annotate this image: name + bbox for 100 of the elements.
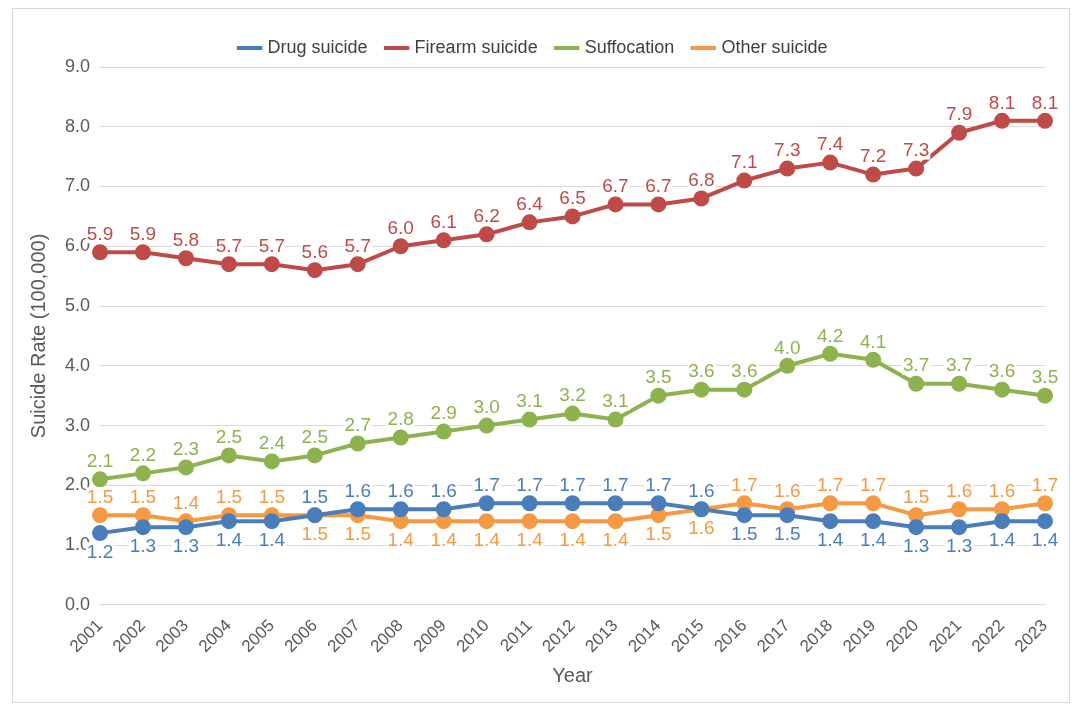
data-label: 6.7 [602, 175, 629, 197]
data-label: 1.4 [172, 491, 200, 513]
data-label: 1.4 [430, 528, 458, 550]
data-label: 2.9 [430, 402, 457, 424]
data-label: 1.5 [258, 485, 286, 507]
y-tick-label: 5.0 [64, 295, 91, 316]
data-label: 7.3 [902, 139, 930, 161]
data-label: 1.4 [387, 528, 415, 550]
data-label: 2.4 [258, 432, 286, 454]
data-label: 3.5 [645, 366, 672, 388]
y-tick-label: 4.0 [64, 354, 91, 375]
data-label: 1.5 [774, 522, 801, 544]
data-label: 6.2 [473, 205, 500, 227]
data-label: 7.1 [731, 151, 758, 173]
data-label: 1.6 [387, 479, 414, 501]
data-label: 5.7 [215, 234, 243, 256]
data-label: 1.5 [902, 485, 930, 507]
data-label: 3.7 [945, 354, 973, 376]
data-label: 6.8 [688, 169, 715, 191]
data-label: 5.8 [172, 228, 200, 250]
data-label: 5.9 [129, 222, 157, 244]
data-label: 6.4 [516, 193, 544, 215]
data-label: 5.7 [258, 234, 286, 256]
data-label: 5.7 [344, 234, 371, 256]
data-label: 1.7 [1031, 473, 1059, 495]
data-label: 1.7 [859, 473, 887, 495]
data-label: 1.4 [473, 528, 501, 550]
data-label: 3.1 [602, 390, 629, 412]
data-label: 1.7 [817, 473, 844, 495]
data-label: 1.4 [988, 528, 1016, 550]
data-label: 1.6 [774, 479, 801, 501]
data-label: 3.1 [516, 390, 543, 412]
data-label: 6.1 [430, 211, 457, 233]
data-label: 2.1 [86, 450, 114, 472]
y-tick-label: 8.0 [64, 115, 91, 136]
data-label: 1.4 [516, 528, 544, 550]
data-label: 1.5 [129, 485, 157, 507]
data-label: 1.3 [945, 534, 973, 556]
data-label: 7.9 [945, 103, 973, 125]
data-label: 1.7 [731, 473, 758, 495]
data-label: 3.6 [688, 360, 715, 382]
data-label: 1.4 [258, 528, 286, 550]
data-label: 6.7 [645, 175, 672, 197]
data-label: 1.4 [817, 528, 844, 550]
data-label: 2.5 [301, 426, 328, 448]
data-label: 5.6 [301, 240, 328, 262]
legend-label: Other suicide [721, 36, 828, 57]
data-label: 6.5 [559, 187, 586, 209]
data-label: 1.7 [602, 473, 629, 495]
data-label: 7.4 [817, 133, 844, 155]
data-label: 1.6 [688, 516, 715, 538]
data-label: 8.1 [1031, 91, 1059, 113]
y-tick-label: 3.0 [64, 414, 91, 435]
data-label: 3.2 [559, 384, 586, 406]
data-label: 1.5 [344, 522, 371, 544]
data-label: 4.0 [774, 336, 801, 358]
data-label: 4.1 [859, 330, 887, 352]
data-label: 1.5 [301, 522, 328, 544]
data-label: 1.6 [344, 479, 371, 501]
data-label: 2.3 [172, 438, 200, 460]
data-label: 6.0 [387, 217, 414, 239]
data-label: 1.4 [602, 528, 630, 550]
data-label: 1.4 [559, 528, 587, 550]
y-tick-label: 9.0 [64, 55, 91, 76]
data-label: 2.2 [129, 444, 157, 466]
x-axis-title: Year [552, 663, 594, 686]
data-label: 1.5 [301, 485, 328, 507]
data-label: 7.3 [774, 139, 801, 161]
data-label: 1.3 [902, 534, 930, 556]
data-label: 1.6 [688, 479, 715, 501]
y-tick-label: 7.0 [64, 175, 91, 196]
y-tick-label: 0.0 [64, 593, 91, 614]
data-label: 1.4 [1031, 528, 1059, 550]
data-label: 1.7 [473, 473, 500, 495]
data-label: 1.5 [215, 485, 243, 507]
data-label: 2.7 [344, 414, 371, 436]
data-label: 3.7 [902, 354, 930, 376]
data-label: 1.5 [645, 522, 672, 544]
legend-label: Firearm suicide [414, 36, 538, 57]
data-label: 8.1 [988, 91, 1016, 113]
data-label: 1.6 [988, 479, 1016, 501]
data-label: 5.9 [86, 222, 114, 244]
y-axis-title: Suicide Rate (100,000) [26, 233, 49, 439]
data-label: 1.3 [129, 534, 157, 556]
data-label: 3.6 [988, 360, 1016, 382]
data-label: 3.6 [731, 360, 758, 382]
data-label: 1.5 [731, 522, 758, 544]
data-label: 2.5 [215, 426, 243, 448]
data-label: 1.6 [430, 479, 457, 501]
data-label: 1.4 [859, 528, 887, 550]
data-label: 1.7 [559, 473, 586, 495]
data-label: 2.8 [387, 408, 414, 430]
data-label: 4.2 [817, 324, 844, 346]
data-label: 1.6 [945, 479, 973, 501]
data-label: 1.7 [645, 473, 672, 495]
data-label: 3.5 [1031, 366, 1059, 388]
data-label: 7.2 [859, 145, 887, 167]
data-label: 3.0 [473, 396, 500, 418]
data-label: 1.3 [172, 534, 200, 556]
data-label: 1.4 [215, 528, 243, 550]
